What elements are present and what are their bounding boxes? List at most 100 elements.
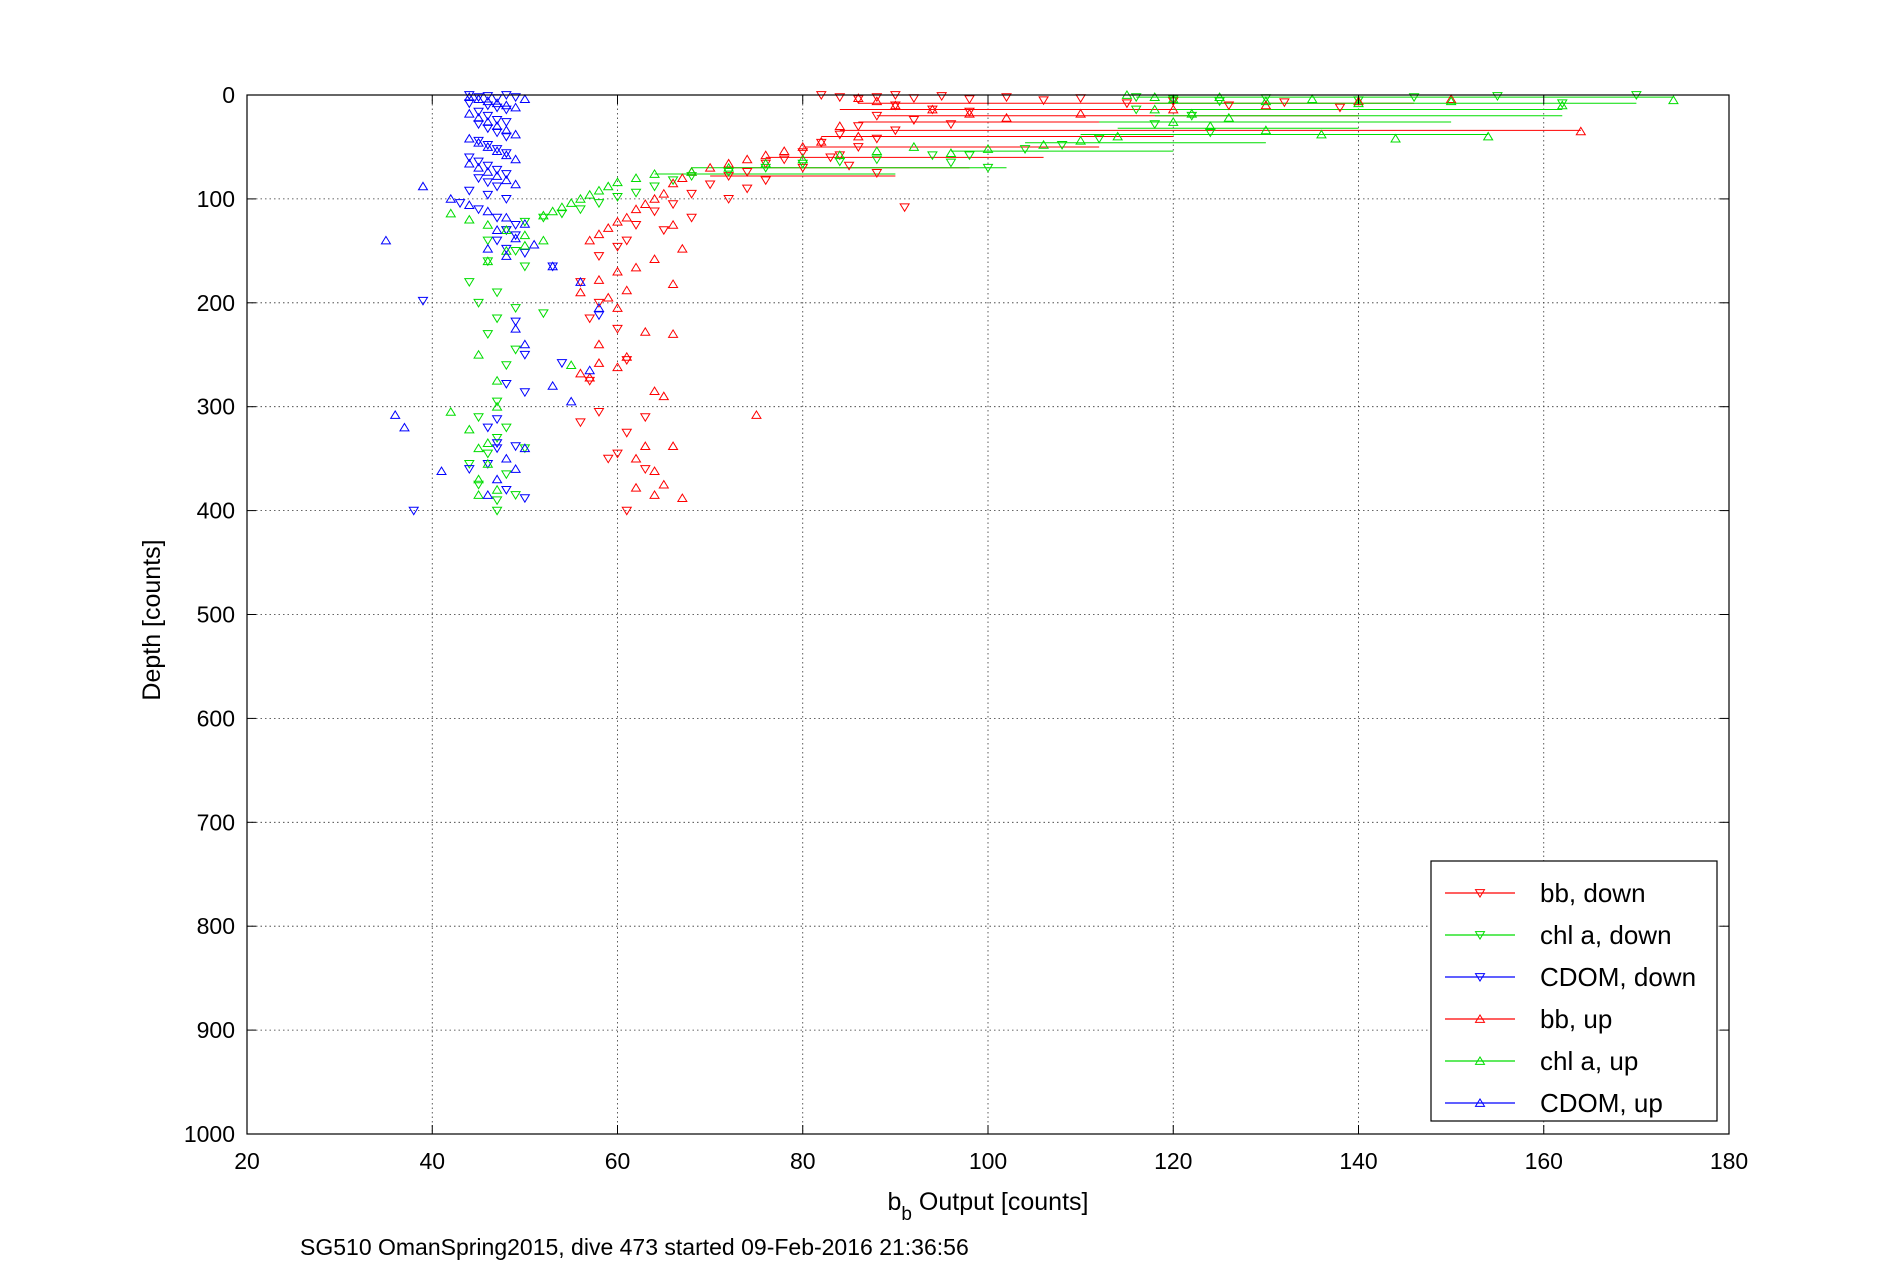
x-axis-label-rest: Output [counts] xyxy=(912,1188,1089,1216)
data-point xyxy=(667,219,679,229)
data-point xyxy=(630,453,642,463)
data-point xyxy=(1260,125,1272,135)
y-tick-label: 500 xyxy=(197,602,235,628)
data-point xyxy=(473,490,484,499)
data-point xyxy=(473,205,484,215)
data-point xyxy=(463,99,475,109)
data-point xyxy=(491,146,503,155)
data-point xyxy=(1556,99,1568,109)
x-tick-label: 40 xyxy=(419,1148,445,1174)
data-point xyxy=(667,176,679,186)
data-point xyxy=(1038,139,1049,149)
data-point xyxy=(964,151,975,161)
data-point xyxy=(612,302,623,312)
data-point xyxy=(436,466,447,475)
data-point xyxy=(871,134,883,144)
data-point xyxy=(482,190,494,200)
data-point xyxy=(667,441,679,451)
data-point xyxy=(491,375,503,385)
data-point xyxy=(473,93,484,103)
data-point xyxy=(1575,126,1587,136)
data-point xyxy=(612,362,623,372)
data-point xyxy=(1556,100,1568,110)
data-point xyxy=(445,208,457,218)
data-point xyxy=(1204,121,1216,131)
data-point xyxy=(704,180,716,190)
y-tick-label: 1000 xyxy=(184,1121,235,1147)
data-point xyxy=(630,262,642,272)
data-point xyxy=(500,485,512,495)
data-point xyxy=(500,423,512,433)
series-cdom-down xyxy=(408,91,605,516)
data-point xyxy=(556,209,568,219)
data-point xyxy=(871,93,883,103)
data-point xyxy=(547,261,559,271)
data-point xyxy=(473,480,484,490)
data-point xyxy=(871,146,883,155)
data-point xyxy=(482,101,494,111)
x-tick-label: 20 xyxy=(234,1148,260,1174)
data-point xyxy=(964,95,975,105)
x-tick-label: 100 xyxy=(969,1148,1007,1174)
data-point xyxy=(593,185,605,195)
data-point xyxy=(723,195,735,204)
x-axis-label: bb Output [counts] xyxy=(888,1188,1089,1225)
y-axis-ticks: 0 100 200 300 400 500 600 700 800 900 1000 xyxy=(184,82,1729,1147)
data-point xyxy=(463,158,475,168)
data-point xyxy=(491,98,503,108)
data-point xyxy=(676,243,688,253)
data-point xyxy=(491,474,503,484)
data-point xyxy=(510,317,522,327)
data-point xyxy=(612,266,623,276)
data-point xyxy=(686,189,697,199)
data-point xyxy=(547,206,559,216)
data-point xyxy=(500,212,512,222)
data-point xyxy=(491,128,503,138)
data-point xyxy=(500,149,512,159)
data-point xyxy=(899,203,911,213)
data-point xyxy=(510,442,522,452)
y-tick-label: 100 xyxy=(197,186,235,212)
data-point xyxy=(519,240,531,250)
data-point xyxy=(463,459,475,469)
data-point xyxy=(473,349,484,359)
data-point xyxy=(584,365,596,375)
data-point xyxy=(964,107,975,117)
data-point xyxy=(510,491,522,501)
data-point xyxy=(491,182,503,192)
data-point xyxy=(500,470,512,480)
data-point xyxy=(473,162,484,172)
data-point xyxy=(575,287,586,297)
data-point xyxy=(565,360,577,370)
data-point xyxy=(945,120,957,130)
data-point xyxy=(491,439,503,449)
data-point xyxy=(630,221,642,230)
legend-box xyxy=(1430,860,1718,1122)
data-point xyxy=(482,96,494,106)
data-point xyxy=(482,111,494,121)
data-point xyxy=(510,231,522,241)
data-point xyxy=(463,200,475,210)
data-point xyxy=(500,175,512,185)
y-tick-label: 700 xyxy=(197,809,235,835)
data-point xyxy=(463,186,475,196)
data-point xyxy=(1214,97,1225,107)
data-point xyxy=(500,251,512,260)
connector-lines xyxy=(654,94,1674,177)
data-point xyxy=(575,418,586,428)
data-point xyxy=(723,172,735,182)
data-point xyxy=(389,409,401,419)
data-point xyxy=(491,433,503,443)
data-point xyxy=(510,102,522,112)
data-point xyxy=(491,496,503,506)
data-point xyxy=(510,233,522,243)
data-point xyxy=(584,372,596,382)
data-point xyxy=(473,107,484,117)
data-point xyxy=(500,125,512,135)
data-point xyxy=(982,144,994,153)
series-chl-a-up xyxy=(445,89,1679,499)
data-point xyxy=(621,428,633,438)
data-point xyxy=(1204,128,1216,138)
data-point xyxy=(686,172,697,182)
data-point xyxy=(482,206,494,216)
